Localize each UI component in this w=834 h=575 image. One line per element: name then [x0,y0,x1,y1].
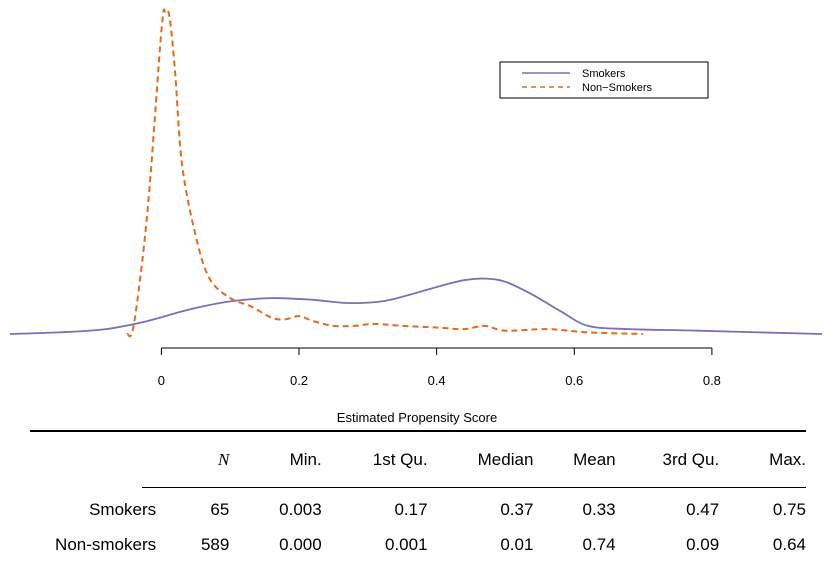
cell-n: 589 [200,534,230,554]
cell-median: 0.37 [500,499,534,519]
cell-mean: 0.74 [582,534,616,554]
x-axis-label: Estimated Propensity Score [336,410,498,425]
header-mean: Mean [573,450,616,469]
header-n: N [218,450,230,469]
x-tick-label: 0.6 [565,373,583,388]
legend-label: Non−Smokers [582,82,653,94]
header-3rd-qu: 3rd Qu. [662,450,720,469]
cell-1st-qu: 0.17 [394,499,428,519]
density-plot: 0 0.2 0.4 0.6 0.8 Smokers Non−Smokers [9,8,823,388]
table-header-row: N Min. 1st Qu. Median Mean 3rd Qu. Max. [30,431,806,488]
cell-max: 0.75 [772,499,806,519]
x-axis: 0 0.2 0.4 0.6 0.8 [158,347,721,388]
header-blank [30,431,156,488]
non-smokers-density-line [126,8,644,338]
cell-min: 0.003 [279,499,322,519]
smokers-density-line [9,277,823,335]
row-label: Smokers [89,499,157,519]
x-tick-label: 0.8 [703,373,721,388]
x-tick-label: 0.4 [428,373,446,388]
x-tick-label: 0.2 [290,373,308,388]
header-max: Max. [769,450,806,469]
cell-3rd-qu: 0.09 [686,534,720,554]
header-min: Min. [289,450,322,469]
cell-n: 65 [210,499,230,519]
summary-table: N Min. 1st Qu. Median Mean 3rd Qu. Max. … [30,430,806,562]
table-row-non-smokers: Non-smokers 589 0.000 0.001 0.01 0.74 0.… [30,527,806,562]
legend-box [499,61,709,99]
legend: Smokers Non−Smokers [499,61,709,99]
table-row-smokers: Smokers 65 0.003 0.17 0.37 0.33 0.47 0.7… [30,488,806,527]
header-median: Median [477,450,534,469]
cell-median: 0.01 [500,534,534,554]
legend-label: Smokers [582,68,626,80]
cell-1st-qu: 0.001 [385,534,428,554]
cell-min: 0.000 [279,534,322,554]
cell-max: 0.64 [772,534,806,554]
x-tick-label: 0 [158,373,165,388]
table-midrule [142,487,806,488]
density-curves [9,8,823,338]
cell-mean: 0.33 [582,499,616,519]
row-label: Non-smokers [55,534,157,554]
header-1st-qu: 1st Qu. [372,450,428,469]
cell-3rd-qu: 0.47 [686,499,720,519]
